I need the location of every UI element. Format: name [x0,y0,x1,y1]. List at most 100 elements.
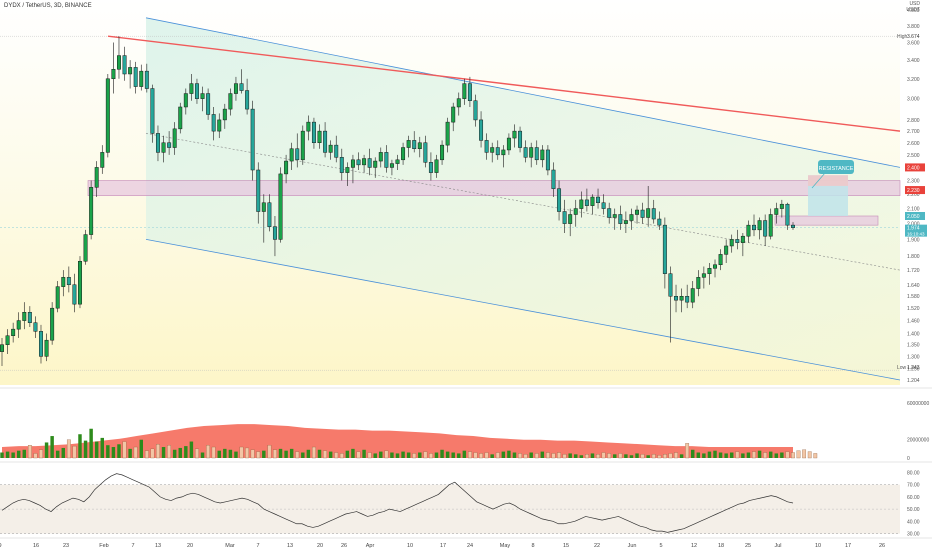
resistance-callout-pointer [811,172,826,189]
candle [328,140,333,160]
volume-bar [691,449,695,458]
candle-body [94,167,99,188]
candle [362,154,367,173]
candle [467,76,472,107]
countdown-tag: 16:10:43 [907,232,925,237]
candle-body [66,277,71,286]
volume-bar [724,453,728,458]
price-axis-tick: 1.580 [907,294,920,300]
volume-bar [156,444,160,459]
volume-bar [122,441,127,459]
time-axis-tick: 13 [287,543,293,549]
volume-bar [161,447,166,458]
candle-body [122,55,127,75]
candle [311,117,316,149]
price-axis-tick: 3.400 [907,58,920,64]
volume-bar [195,448,199,459]
candle [83,229,88,265]
volume-bar [89,428,93,458]
volume-bar [172,449,177,458]
candle [791,222,795,230]
candle [122,46,127,81]
candle-body [128,67,133,75]
candle-body [568,214,573,224]
volume-bar [713,450,717,458]
volume-bar [624,454,628,458]
candle [685,284,690,309]
candle [746,220,751,243]
time-axis-tick: 12 [691,543,697,549]
candle-body [133,67,138,87]
volume-bar [512,452,517,458]
candle [490,142,495,163]
candle [629,208,634,230]
candle [206,88,211,120]
time-axis-tick: Feb [99,543,108,549]
time-axis-tick: 20 [317,543,323,549]
volume-bar [395,453,400,458]
price-axis-tick: 2.300 [907,179,920,185]
price-axis-tick: 1.800 [907,254,920,260]
candle [785,202,790,230]
candle-body [83,234,88,262]
volume-bar [668,453,673,459]
price-axis-tick: 1.204 [907,378,920,384]
volume-bar [796,450,801,459]
candle [189,73,194,101]
volume-bar [44,442,49,458]
candle-body [662,224,667,274]
volume-bar [663,454,667,459]
candle [94,161,99,198]
volume-bar [184,446,188,458]
volume-bar [780,452,784,458]
candle-body [785,203,790,226]
candle-body [696,277,701,289]
candle-body [467,83,472,101]
candle-body [384,152,389,168]
candle-body [774,208,779,215]
volume-bar [646,455,650,458]
channel-fill [146,17,900,381]
candle-body [623,220,628,224]
candle-body [22,312,27,321]
candle [562,199,567,233]
candle-body [228,93,233,110]
volume-bar [479,453,483,459]
price-tag-2400-bg [905,163,925,172]
main-pane: RESISTANCE [0,17,901,381]
candle [78,256,82,309]
candle [401,142,406,165]
candle [456,92,461,116]
volume-bar [768,451,773,458]
candle [724,239,729,263]
candle-body [362,158,367,166]
candle-body [261,202,266,212]
volume-bar [501,451,506,458]
candle [245,78,250,115]
volume-bar [462,450,467,458]
target-box-top [808,175,848,186]
price-tag-2050-bg [905,211,925,220]
candle-body [573,208,578,215]
candle [50,302,55,345]
candle-body [50,307,55,341]
candle-body [685,295,690,303]
price-axis-tick: 1.720 [907,268,920,274]
candle [161,135,166,163]
candle [501,145,506,168]
candle-body [78,261,82,305]
candle [167,131,172,155]
volume-bar [61,447,66,458]
candle [779,199,784,218]
time-axis-tick: 25 [745,543,751,549]
candle [651,199,656,224]
candle [200,86,205,112]
resistance-callout-text: RESISTANCE [819,166,854,172]
volume-bar [390,452,394,458]
volume-bar [0,452,4,458]
candle-body [350,159,355,168]
volume-bar [317,449,322,458]
volume-bar [106,445,110,458]
